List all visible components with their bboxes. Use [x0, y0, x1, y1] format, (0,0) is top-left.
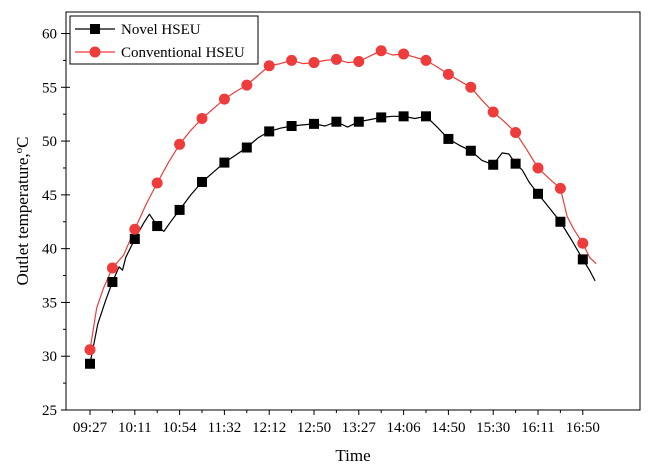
data-point-conventional — [174, 138, 186, 150]
data-point-novel — [421, 111, 431, 122]
y-axis-title-unit: C — [13, 136, 32, 147]
x-tick-label: 14:50 — [431, 420, 465, 436]
y-tick-label: 45 — [42, 188, 57, 204]
y-tick-label: 60 — [42, 27, 57, 43]
legend: Novel HSEU Conventional HSEU — [69, 15, 259, 65]
data-point-conventional — [308, 57, 320, 69]
data-point-novel — [129, 233, 140, 244]
data-point-novel — [331, 116, 342, 127]
x-tick-label: 15:30 — [476, 420, 510, 436]
data-point-novel — [353, 116, 364, 127]
plot-frame — [65, 11, 641, 411]
x-tick-label: 10:54 — [163, 420, 198, 436]
data-point-novel — [85, 358, 95, 369]
y-tick-label: 35 — [42, 295, 57, 311]
legend-label-conventional: Conventional HSEU — [121, 45, 245, 61]
data-point-conventional — [510, 126, 522, 138]
y-axis-title-superscript: o — [13, 147, 25, 153]
x-tick-label: 10:11 — [118, 420, 152, 436]
data-point-novel — [443, 133, 454, 144]
x-tick-label: 09:27 — [73, 420, 108, 436]
data-point-novel — [309, 118, 319, 129]
data-point-conventional — [129, 223, 141, 235]
data-point-conventional — [286, 54, 298, 66]
data-point-conventional — [263, 60, 275, 72]
x-axis-ticks: 09:27 10:11 10:54 11:32 12:12 12:50 13:27 14:06… — [73, 410, 600, 436]
data-point-conventional — [577, 237, 589, 249]
y-axis-title: Outlet temperature,oC — [13, 136, 32, 285]
legend-marker-novel — [90, 24, 100, 34]
series-line-conventional — [89, 50, 597, 350]
x-tick-label: 12:12 — [252, 420, 286, 436]
data-point-conventional — [196, 112, 208, 124]
y-axis-title-main: Outlet temperature, — [13, 153, 32, 285]
axes — [65, 11, 641, 411]
data-point-novel — [465, 145, 476, 156]
y-tick-label: 25 — [42, 403, 57, 419]
data-point-novel — [577, 254, 588, 265]
data-point-conventional — [487, 106, 499, 118]
x-tick-label: 16:50 — [566, 420, 600, 436]
data-point-conventional — [465, 81, 477, 93]
legend-marker-conventional — [89, 46, 101, 58]
data-point-conventional — [106, 262, 118, 274]
data-point-novel — [264, 126, 275, 137]
x-tick-label: 11:32 — [208, 420, 242, 436]
y-tick-label: 50 — [42, 134, 57, 150]
data-point-conventional — [532, 162, 544, 174]
y-tick-label: 55 — [42, 80, 57, 96]
x-axis-title: Time — [335, 446, 370, 465]
plot-lines — [89, 50, 597, 364]
data-point-novel — [555, 216, 566, 227]
data-point-conventional — [218, 93, 230, 105]
data-point-conventional — [442, 68, 454, 80]
data-point-novel — [174, 204, 185, 215]
data-point-novel — [152, 221, 163, 232]
data-point-conventional — [398, 48, 410, 60]
data-point-novel — [219, 157, 230, 168]
series-line-novel — [89, 115, 596, 364]
y-tick-label: 30 — [42, 349, 57, 365]
x-tick-label: 12:50 — [297, 420, 331, 436]
y-tick-label: 40 — [42, 242, 57, 258]
data-point-novel — [241, 142, 252, 153]
legend-label-novel: Novel HSEU — [121, 22, 201, 38]
data-point-conventional — [353, 55, 365, 67]
data-point-novel — [286, 121, 297, 132]
x-tick-label: 14:06 — [387, 420, 422, 436]
plot-markers — [84, 45, 589, 369]
data-point-novel — [488, 159, 499, 170]
data-point-novel — [376, 112, 387, 123]
x-tick-label: 13:27 — [342, 420, 377, 436]
legend-box — [69, 15, 259, 65]
y-axis-ticks: 25 30 35 40 45 50 55 60 — [42, 27, 70, 419]
data-point-novel — [197, 176, 207, 187]
data-point-novel — [510, 158, 521, 169]
data-point-novel — [398, 111, 409, 122]
data-point-conventional — [241, 79, 253, 91]
data-point-conventional — [420, 54, 432, 66]
data-point-conventional — [151, 177, 163, 189]
x-tick-label: 16:11 — [521, 420, 555, 436]
data-point-conventional — [84, 344, 96, 356]
data-point-conventional — [554, 182, 566, 194]
data-point-conventional — [375, 45, 387, 57]
data-point-novel — [533, 188, 543, 199]
data-point-novel — [107, 276, 118, 287]
data-point-conventional — [330, 53, 342, 65]
